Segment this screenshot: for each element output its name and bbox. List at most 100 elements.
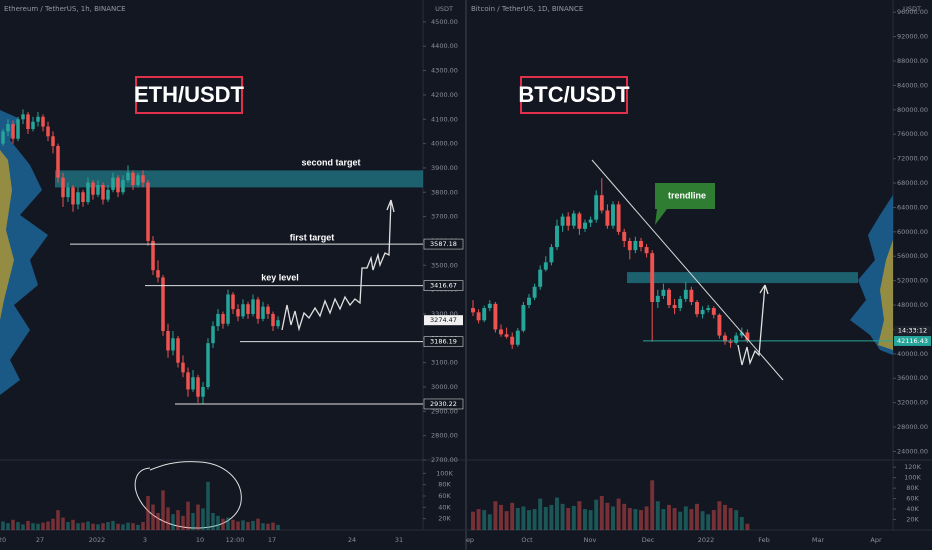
candle-body	[161, 277, 165, 332]
candle-body	[11, 124, 15, 139]
volume-bar	[86, 521, 90, 530]
volume-bar	[476, 509, 481, 530]
candle-body	[700, 309, 705, 315]
candle-body	[221, 313, 225, 324]
candle-body	[71, 187, 75, 205]
y-tick-label: 3300.00	[431, 310, 458, 318]
candle-body	[471, 308, 475, 313]
volume-bar	[106, 522, 110, 530]
volume-bar	[611, 506, 615, 530]
candle-body	[1, 131, 5, 144]
volume-bar	[46, 521, 50, 530]
volume-bar	[181, 515, 185, 530]
level-label-box	[423, 280, 464, 291]
candle-body	[31, 121, 35, 129]
candle-body	[487, 303, 492, 309]
candle-body	[141, 175, 145, 183]
y-tick-label: 52000.00	[897, 277, 928, 285]
projection-arrow	[737, 284, 769, 366]
x-tick-label: 10	[196, 536, 204, 544]
candle-body	[571, 213, 576, 226]
candle-body	[622, 231, 627, 241]
x-tick-label: Feb	[758, 536, 770, 544]
candle-body	[734, 335, 739, 343]
candle-body	[101, 184, 105, 200]
candle-body	[723, 335, 727, 342]
candle-body	[196, 377, 200, 397]
candle-body	[482, 308, 487, 321]
volume-tick-label: 60K	[906, 495, 919, 503]
volume-bar	[622, 503, 627, 530]
annotation: first target	[290, 232, 335, 242]
last-price-box	[424, 315, 463, 326]
volume-bar	[689, 509, 694, 530]
candle-body	[176, 338, 180, 363]
candle-body	[116, 177, 120, 193]
x-tick-label: 17	[268, 536, 276, 544]
volume-bar	[201, 508, 205, 530]
candle-body	[605, 210, 610, 226]
volume-bar	[151, 504, 155, 530]
last-price-label: 42116.43	[897, 337, 928, 345]
candle-body	[201, 386, 205, 397]
volume-bar	[196, 504, 200, 530]
candle-body	[111, 177, 115, 190]
candle-body	[476, 312, 481, 321]
candle-body	[126, 172, 130, 181]
candle-body	[6, 124, 10, 132]
volume-bar	[251, 520, 255, 530]
candle-body	[251, 299, 255, 314]
volume-tick-label: 120K	[904, 463, 921, 471]
candle-body	[527, 297, 531, 306]
volume-bar	[246, 522, 250, 530]
volume-bar	[644, 506, 649, 530]
x-tick-label: Apr	[870, 536, 882, 544]
y-tick-label: 28000.00	[897, 423, 928, 431]
volume-bar	[41, 522, 45, 530]
candle-body	[555, 225, 559, 248]
volume-bar	[141, 522, 145, 530]
y-tick-label: 3800.00	[431, 188, 458, 196]
volume-bar	[51, 518, 55, 530]
candle-body	[216, 313, 220, 327]
volume-bar	[266, 523, 270, 530]
candle-body	[231, 294, 235, 310]
pair-label: BTC/USDT	[518, 82, 630, 107]
candle-body	[644, 247, 649, 254]
candle-body	[66, 187, 70, 198]
volume-tick-label: 20K	[438, 515, 451, 523]
pair-label: ETH/USDT	[134, 82, 245, 107]
y-tick-label: 48000.00	[897, 301, 928, 309]
volume-bar	[504, 511, 509, 530]
candle-body	[577, 213, 582, 229]
candle-body	[26, 114, 30, 129]
volume-bar	[510, 502, 515, 530]
level-label: 3587.18	[430, 240, 457, 248]
candle-body	[146, 182, 150, 241]
candle-body	[56, 146, 60, 178]
candle-body	[81, 192, 85, 203]
volume-tick-label: 60K	[438, 492, 451, 500]
candle-body	[151, 240, 155, 271]
volume-bar	[683, 506, 688, 530]
y-tick-label: 96000.00	[897, 8, 928, 16]
volume-bar	[121, 524, 125, 530]
candle-body	[521, 305, 526, 331]
candle-body	[51, 136, 55, 147]
candle-body	[616, 204, 621, 232]
axis-unit: USDT	[435, 5, 453, 13]
chart-header: Bitcoin / TetherUS, 1D, BINANCE	[471, 5, 583, 13]
volume-tick-label: 100K	[904, 474, 921, 482]
volume-bar	[482, 510, 487, 530]
candle-body	[588, 219, 593, 223]
candle-body	[493, 303, 498, 330]
volume-bar	[216, 515, 220, 530]
volume-bar	[627, 508, 632, 530]
volume-bar	[136, 524, 140, 530]
x-tick-label: 20	[0, 536, 6, 544]
candle-body	[661, 289, 666, 296]
annotation: trendline	[668, 190, 706, 200]
candle-body	[21, 114, 25, 120]
volume-bar	[96, 524, 100, 530]
